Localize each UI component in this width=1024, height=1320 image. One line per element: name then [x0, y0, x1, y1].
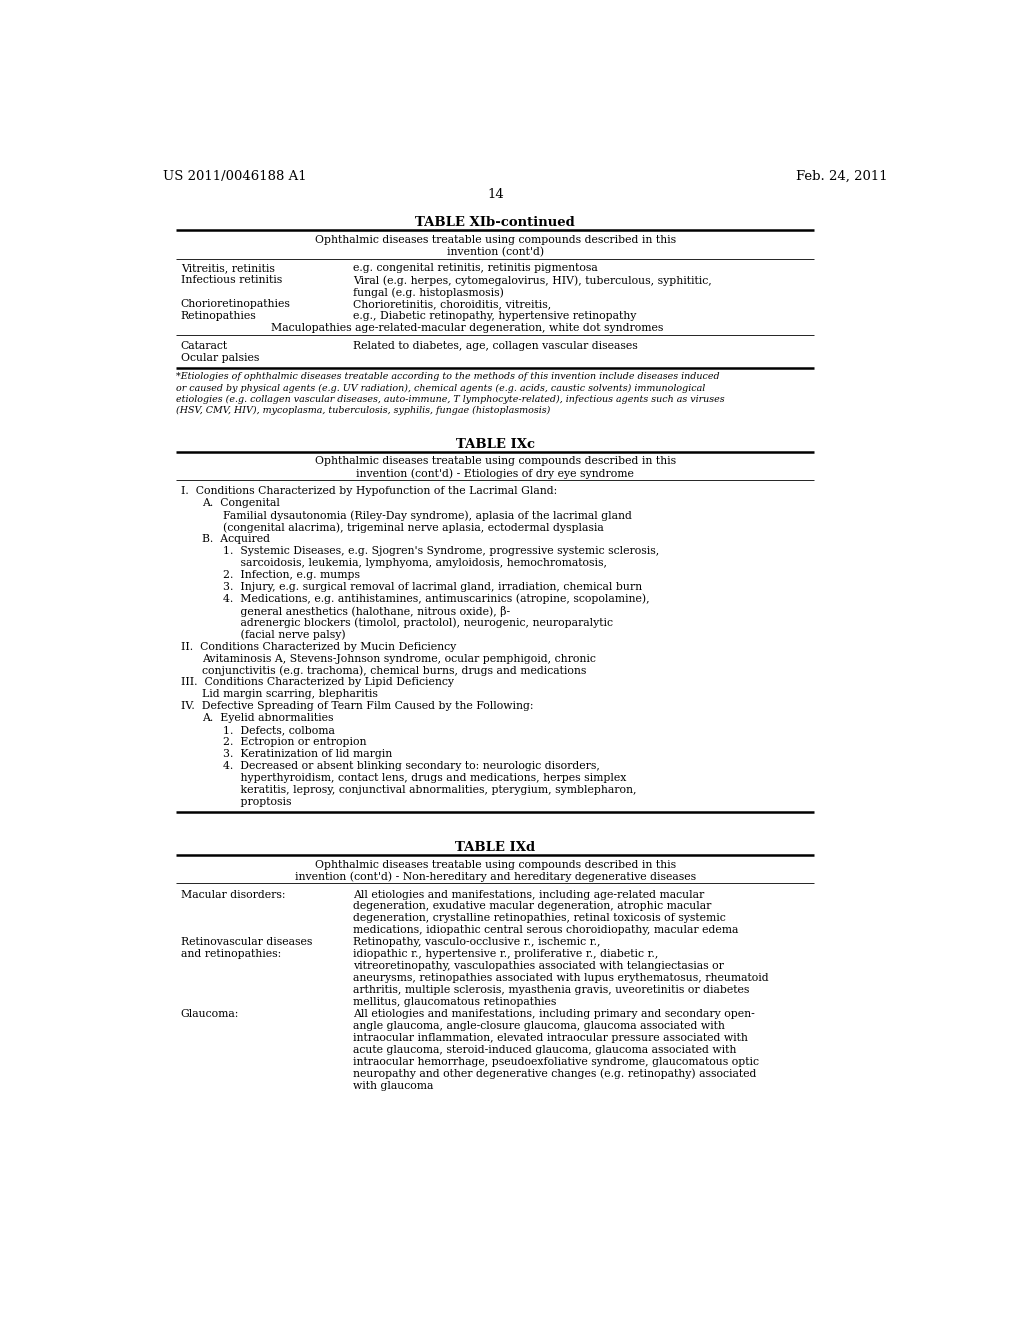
Text: and retinopathies:: and retinopathies:: [180, 949, 281, 960]
Text: 1.  Defects, colboma: 1. Defects, colboma: [223, 725, 335, 735]
Text: adrenergic blockers (timolol, practolol), neurogenic, neuroparalytic: adrenergic blockers (timolol, practolol)…: [223, 618, 613, 628]
Text: mellitus, glaucomatous retinopathies: mellitus, glaucomatous retinopathies: [352, 997, 556, 1007]
Text: e.g., Diabetic retinopathy, hypertensive retinopathy: e.g., Diabetic retinopathy, hypertensive…: [352, 312, 636, 321]
Text: *Etiologies of ophthalmic diseases treatable according to the methods of this in: *Etiologies of ophthalmic diseases treat…: [176, 372, 720, 381]
Text: TABLE IXc: TABLE IXc: [456, 438, 535, 451]
Text: degeneration, exudative macular degeneration, atrophic macular: degeneration, exudative macular degenera…: [352, 902, 711, 912]
Text: intraocular inflammation, elevated intraocular pressure associated with: intraocular inflammation, elevated intra…: [352, 1032, 748, 1043]
Text: Viral (e.g. herpes, cytomegalovirus, HIV), tuberculous, syphititic,: Viral (e.g. herpes, cytomegalovirus, HIV…: [352, 275, 712, 285]
Text: sarcoidosis, leukemia, lymphyoma, amyloidosis, hemochromatosis,: sarcoidosis, leukemia, lymphyoma, amyloi…: [223, 558, 607, 568]
Text: 2.  Ectropion or entropion: 2. Ectropion or entropion: [223, 737, 367, 747]
Text: IV.  Defective Spreading of Tearn Film Caused by the Following:: IV. Defective Spreading of Tearn Film Ca…: [180, 701, 534, 711]
Text: Ophthalmic diseases treatable using compounds described in this: Ophthalmic diseases treatable using comp…: [314, 859, 676, 870]
Text: Related to diabetes, age, collagen vascular diseases: Related to diabetes, age, collagen vascu…: [352, 341, 638, 351]
Text: e.g. congenital retinitis, retinitis pigmentosa: e.g. congenital retinitis, retinitis pig…: [352, 263, 597, 273]
Text: US 2011/0046188 A1: US 2011/0046188 A1: [163, 170, 306, 183]
Text: Avitaminosis A, Stevens-Johnson syndrome, ocular pemphigoid, chronic: Avitaminosis A, Stevens-Johnson syndrome…: [203, 653, 596, 664]
Text: arthritis, multiple sclerosis, myasthenia gravis, uveoretinitis or diabetes: arthritis, multiple sclerosis, myastheni…: [352, 985, 750, 995]
Text: TABLE XIb-continued: TABLE XIb-continued: [416, 216, 575, 230]
Text: 4.  Medications, e.g. antihistamines, antimuscarinics (atropine, scopolamine),: 4. Medications, e.g. antihistamines, ant…: [223, 594, 650, 605]
Text: keratitis, leprosy, conjunctival abnormalities, pterygium, symblepharon,: keratitis, leprosy, conjunctival abnorma…: [223, 785, 637, 795]
Text: Chorioretinopathies: Chorioretinopathies: [180, 298, 291, 309]
Text: idiopathic r., hypertensive r., proliferative r., diabetic r.,: idiopathic r., hypertensive r., prolifer…: [352, 949, 658, 960]
Text: Cataract: Cataract: [180, 341, 227, 351]
Text: general anesthetics (halothane, nitrous oxide), β-: general anesthetics (halothane, nitrous …: [223, 606, 510, 616]
Text: Infectious retinitis: Infectious retinitis: [180, 275, 282, 285]
Text: Lid margin scarring, blepharitis: Lid margin scarring, blepharitis: [203, 689, 378, 700]
Text: Retinovascular diseases: Retinovascular diseases: [180, 937, 312, 948]
Text: hyperthyroidism, contact lens, drugs and medications, herpes simplex: hyperthyroidism, contact lens, drugs and…: [223, 774, 627, 783]
Text: medications, idiopathic central serous choroidiopathy, macular edema: medications, idiopathic central serous c…: [352, 925, 738, 936]
Text: 4.  Decreased or absent blinking secondary to: neurologic disorders,: 4. Decreased or absent blinking secondar…: [223, 760, 600, 771]
Text: invention (cont'd) - Non-hereditary and hereditary degenerative diseases: invention (cont'd) - Non-hereditary and …: [295, 871, 696, 882]
Text: conjunctivitis (e.g. trachoma), chemical burns, drugs and medications: conjunctivitis (e.g. trachoma), chemical…: [203, 665, 587, 676]
Text: proptosis: proptosis: [223, 797, 292, 807]
Text: A.  Eyelid abnormalities: A. Eyelid abnormalities: [203, 713, 334, 723]
Text: Feb. 24, 2011: Feb. 24, 2011: [796, 170, 888, 183]
Text: Familial dysautonomia (Riley-Day syndrome), aplasia of the lacrimal gland: Familial dysautonomia (Riley-Day syndrom…: [223, 511, 632, 521]
Text: (facial nerve palsy): (facial nerve palsy): [223, 630, 346, 640]
Text: or caused by physical agents (e.g. UV radiation), chemical agents (e.g. acids, c: or caused by physical agents (e.g. UV ra…: [176, 383, 706, 392]
Text: 3.  Injury, e.g. surgical removal of lacrimal gland, irradiation, chemical burn: 3. Injury, e.g. surgical removal of lacr…: [223, 582, 642, 591]
Text: 1.  Systemic Diseases, e.g. Sjogren's Syndrome, progressive systemic sclerosis,: 1. Systemic Diseases, e.g. Sjogren's Syn…: [223, 546, 659, 556]
Text: 2.  Infection, e.g. mumps: 2. Infection, e.g. mumps: [223, 570, 360, 579]
Text: Glaucoma:: Glaucoma:: [180, 1008, 239, 1019]
Text: Chorioretinitis, choroiditis, vitreitis,: Chorioretinitis, choroiditis, vitreitis,: [352, 298, 551, 309]
Text: with glaucoma: with glaucoma: [352, 1081, 433, 1090]
Text: I.  Conditions Characterized by Hypofunction of the Lacrimal Gland:: I. Conditions Characterized by Hypofunct…: [180, 487, 557, 496]
Text: vitreoretinopathy, vasculopathies associated with telangiectasias or: vitreoretinopathy, vasculopathies associ…: [352, 961, 724, 972]
Text: intraocular hemorrhage, pseudoexfoliative syndrome, glaucomatous optic: intraocular hemorrhage, pseudoexfoliativ…: [352, 1056, 759, 1067]
Text: etiologies (e.g. collagen vascular diseases, auto-immune, T lymphocyte-related),: etiologies (e.g. collagen vascular disea…: [176, 395, 725, 404]
Text: TABLE IXd: TABLE IXd: [456, 841, 536, 854]
Text: (HSV, CMV, HIV), mycoplasma, tuberculosis, syphilis, fungae (histoplasmosis): (HSV, CMV, HIV), mycoplasma, tuberculosi…: [176, 405, 551, 414]
Text: angle glaucoma, angle-closure glaucoma, glaucoma associated with: angle glaucoma, angle-closure glaucoma, …: [352, 1020, 725, 1031]
Text: Ophthalmic diseases treatable using compounds described in this: Ophthalmic diseases treatable using comp…: [314, 235, 676, 244]
Text: Ocular palsies: Ocular palsies: [180, 352, 259, 363]
Text: neuropathy and other degenerative changes (e.g. retinopathy) associated: neuropathy and other degenerative change…: [352, 1069, 756, 1080]
Text: Maculopathies age-related-macular degeneration, white dot syndromes: Maculopathies age-related-macular degene…: [271, 323, 664, 333]
Text: 14: 14: [487, 187, 504, 201]
Text: Vitreitis, retinitis: Vitreitis, retinitis: [180, 263, 274, 273]
Text: III.  Conditions Characterized by Lipid Deficiency: III. Conditions Characterized by Lipid D…: [180, 677, 454, 688]
Text: Retinopathies: Retinopathies: [180, 312, 256, 321]
Text: Ophthalmic diseases treatable using compounds described in this: Ophthalmic diseases treatable using comp…: [314, 457, 676, 466]
Text: II.  Conditions Characterized by Mucin Deficiency: II. Conditions Characterized by Mucin De…: [180, 642, 456, 652]
Text: (congenital alacrima), trigeminal nerve aplasia, ectodermal dysplasia: (congenital alacrima), trigeminal nerve …: [223, 523, 604, 533]
Text: invention (cont'd) - Etiologies of dry eye syndrome: invention (cont'd) - Etiologies of dry e…: [356, 469, 634, 479]
Text: Retinopathy, vasculo-occlusive r., ischemic r.,: Retinopathy, vasculo-occlusive r., ische…: [352, 937, 600, 948]
Text: B.  Acquired: B. Acquired: [203, 535, 270, 544]
Text: fungal (e.g. histoplasmosis): fungal (e.g. histoplasmosis): [352, 286, 504, 297]
Text: A.  Congenital: A. Congenital: [203, 499, 281, 508]
Text: invention (cont'd): invention (cont'd): [446, 247, 544, 257]
Text: aneurysms, retinopathies associated with lupus erythematosus, rheumatoid: aneurysms, retinopathies associated with…: [352, 973, 768, 983]
Text: Macular disorders:: Macular disorders:: [180, 890, 286, 899]
Text: All etiologies and manifestations, including age-related macular: All etiologies and manifestations, inclu…: [352, 890, 705, 899]
Text: acute glaucoma, steroid-induced glaucoma, glaucoma associated with: acute glaucoma, steroid-induced glaucoma…: [352, 1044, 736, 1055]
Text: 3.  Keratinization of lid margin: 3. Keratinization of lid margin: [223, 748, 392, 759]
Text: degeneration, crystalline retinopathies, retinal toxicosis of systemic: degeneration, crystalline retinopathies,…: [352, 913, 725, 924]
Text: All etiologies and manifestations, including primary and secondary open-: All etiologies and manifestations, inclu…: [352, 1008, 755, 1019]
